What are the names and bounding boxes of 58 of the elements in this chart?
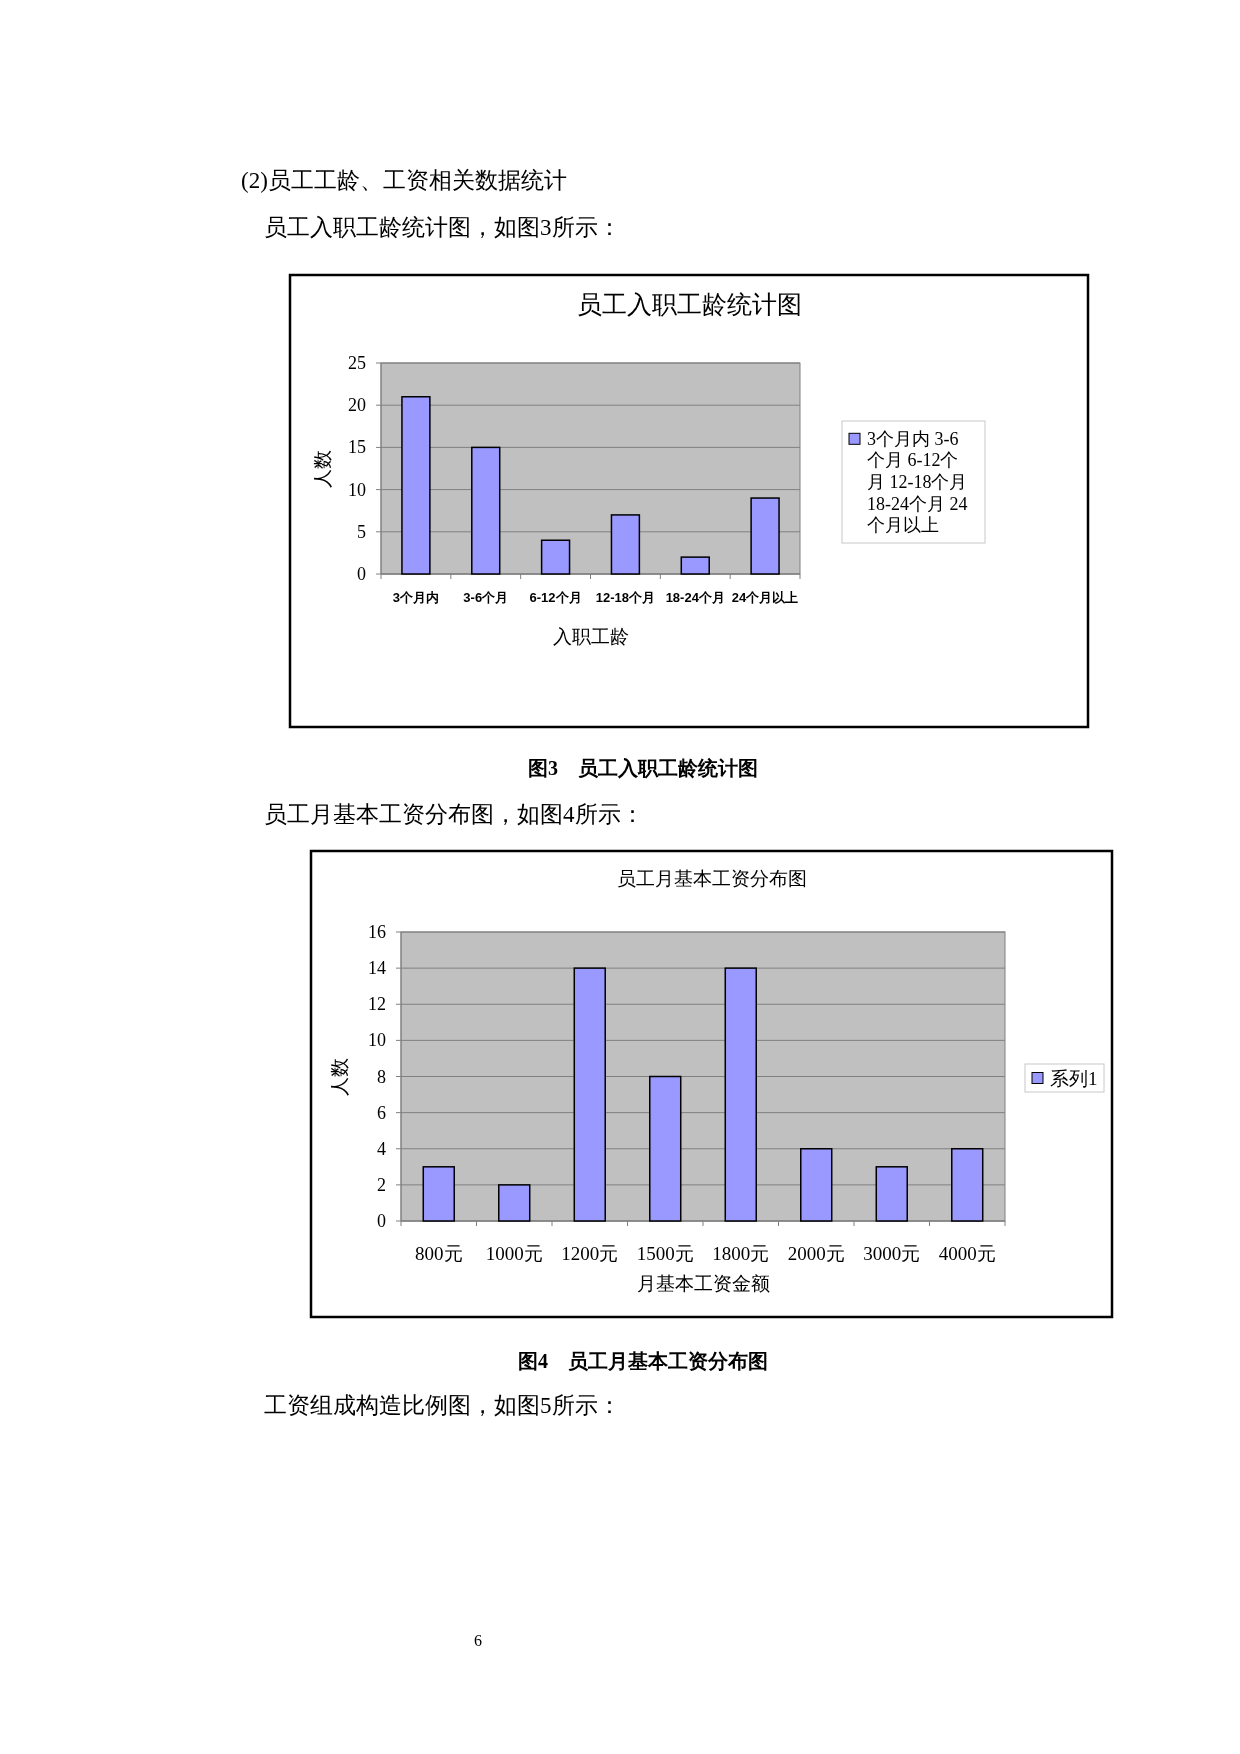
y-axis-title: 人数 <box>311 449 333 488</box>
bar <box>401 396 431 575</box>
y-tick-label: 10 <box>368 1030 386 1051</box>
x-tick-label: 3个月内 <box>392 589 440 605</box>
caption: 图4 员工月基本工资分布图 <box>518 1350 768 1372</box>
bar <box>540 539 571 575</box>
y-tick-label: 0 <box>377 1211 386 1231</box>
bar <box>471 446 501 575</box>
bar <box>724 967 757 1222</box>
y-tick-label: 5 <box>357 521 366 542</box>
y-tick-label: 16 <box>368 922 386 942</box>
chart-title: 员工月基本工资分布图 <box>616 867 807 889</box>
bar <box>680 556 710 575</box>
legend-label: 3个月内 3-6个月 6-12个月 12-18个月 18-24个月 24个月以上 <box>867 428 968 536</box>
chart-title: 员工入职工龄统计图 <box>576 290 802 318</box>
x-tick-label: 1000元 <box>485 1242 543 1264</box>
bar <box>498 1184 531 1222</box>
bar <box>422 1166 455 1222</box>
legend-label: 系列1 <box>1050 1067 1098 1089</box>
text: 员工入职工龄统计图，如图3所示： <box>264 214 621 240</box>
x-axis-title: 月基本工资金额 <box>636 1272 770 1294</box>
y-tick-label: 12 <box>368 994 386 1015</box>
bar <box>649 1075 682 1222</box>
x-tick-label: 18-24个月 <box>665 589 725 605</box>
caption: 图3 员工入职工龄统计图 <box>528 757 758 779</box>
bar <box>573 967 606 1222</box>
text: 员工月基本工资分布图，如图4所示： <box>264 801 644 827</box>
x-tick-label: 800元 <box>415 1242 463 1264</box>
bar <box>610 514 641 575</box>
y-tick-label: 8 <box>377 1066 386 1087</box>
bar <box>750 497 780 575</box>
text: 工资组成构造比例图，如图5所示： <box>264 1392 621 1418</box>
x-tick-label: 3000元 <box>863 1242 921 1264</box>
bar <box>800 1148 833 1222</box>
y-tick-label: 15 <box>348 437 366 458</box>
y-tick-label: 4 <box>377 1138 386 1159</box>
y-tick-label: 10 <box>348 479 366 500</box>
x-tick-label: 1800元 <box>712 1242 770 1264</box>
y-tick-label: 20 <box>348 395 366 416</box>
bar <box>875 1166 908 1222</box>
x-tick-label: 4000元 <box>938 1242 996 1264</box>
y-tick-label: 6 <box>377 1102 386 1123</box>
x-tick-label: 6-12个月 <box>529 589 582 605</box>
bar <box>951 1148 984 1222</box>
text: (2)员工工龄、工资相关数据统计 <box>241 167 567 193</box>
y-tick-label: 14 <box>368 958 386 979</box>
x-tick-label: 24个月以上 <box>731 589 799 605</box>
x-tick-label: 2000元 <box>787 1242 845 1264</box>
x-tick-label: 1200元 <box>561 1242 619 1264</box>
y-tick-label: 0 <box>357 564 366 584</box>
y-tick-label: 2 <box>377 1174 386 1195</box>
text: 6 <box>474 1631 482 1649</box>
y-tick-label: 25 <box>348 353 366 373</box>
x-tick-label: 3-6个月 <box>463 589 509 605</box>
x-axis-title: 入职工龄 <box>552 625 629 647</box>
x-tick-label: 12-18个月 <box>595 589 656 605</box>
y-axis-title: 人数 <box>328 1057 350 1096</box>
x-tick-label: 1500元 <box>636 1242 694 1264</box>
